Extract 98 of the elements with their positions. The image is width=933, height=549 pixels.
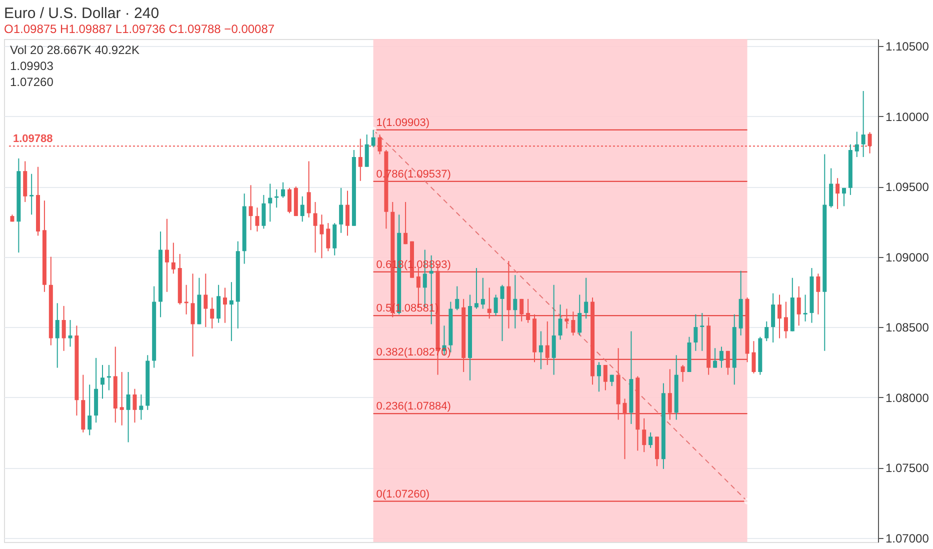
- candlestick: [571, 311, 576, 336]
- candlestick: [642, 418, 646, 453]
- candlestick: [545, 320, 550, 366]
- candlestick: [326, 222, 330, 252]
- ref-line-label: 0.236(1.07884): [376, 400, 451, 413]
- candlestick: [229, 282, 234, 342]
- candlestick: [487, 287, 492, 320]
- candlestick: [622, 398, 627, 460]
- candlestick: [726, 350, 730, 376]
- candlestick: [854, 131, 859, 158]
- candlestick: [836, 178, 840, 210]
- chart-title: Euro / U.S. Dollar · 240: [4, 5, 160, 22]
- candlestick: [139, 394, 144, 420]
- candlestick: [494, 294, 498, 316]
- candlestick: [455, 286, 460, 311]
- candlestick: [713, 348, 718, 368]
- candlestick: [648, 432, 653, 448]
- candlestick: [603, 364, 608, 391]
- candlestick: [164, 218, 169, 292]
- candlestick: [88, 384, 92, 436]
- candlestick: [596, 362, 601, 392]
- candlestick: [404, 201, 408, 245]
- candlestick: [500, 284, 504, 342]
- candlestick: [829, 168, 834, 208]
- candlestick: [132, 388, 137, 424]
- candlestick: [346, 190, 350, 236]
- candlestick: [332, 222, 337, 256]
- candlestick: [752, 340, 756, 374]
- y-tick-label: 1.08500: [886, 320, 930, 335]
- candlestick: [764, 320, 769, 342]
- candlestick: [778, 294, 782, 339]
- candlestick: [816, 273, 820, 315]
- candlestick: [842, 187, 846, 207]
- candlestick: [248, 184, 253, 231]
- candlestick: [506, 260, 511, 329]
- candlestick: [300, 196, 304, 222]
- candlestick: [364, 134, 369, 168]
- ref-line-label: 1.09788: [13, 133, 53, 146]
- candlestick: [281, 182, 286, 198]
- ref-line-label: 0(1.07260): [376, 488, 430, 500]
- y-tick-label: 1.08000: [886, 390, 930, 405]
- candlestick: [655, 436, 659, 467]
- candlestick: [55, 302, 60, 368]
- candlestick: [268, 183, 272, 222]
- annotation: 1.09903: [10, 59, 54, 73]
- candlestick: [526, 298, 530, 324]
- candlestick: [204, 273, 208, 328]
- candlestick: [223, 287, 227, 324]
- candlestick: [171, 242, 176, 274]
- candlestick: [62, 305, 66, 352]
- chart-subtitle: O1.09875 H1.09887 L1.09736 C1.09788 −0.00087: [4, 22, 275, 36]
- candlestick: [106, 364, 111, 391]
- candlestick: [339, 187, 344, 234]
- candlestick: [564, 308, 569, 329]
- candlestick: [474, 268, 478, 310]
- candlestick: [320, 214, 324, 259]
- y-tick-label: 1.10500: [886, 40, 930, 54]
- y-tick-label: 1.07500: [886, 461, 930, 476]
- candlestick: [120, 371, 124, 426]
- candlestick: [255, 207, 260, 232]
- candlestick: [313, 201, 318, 254]
- candlestick: [210, 297, 214, 329]
- ref-line-label: 1(1.09903): [376, 116, 430, 129]
- candlestick: [668, 368, 672, 420]
- annotation: 1.07260: [10, 75, 54, 89]
- candlestick: [100, 364, 104, 400]
- candlestick: [700, 312, 704, 352]
- candlestick: [68, 320, 72, 348]
- candlestick: [694, 314, 698, 352]
- candlestick: [796, 286, 801, 326]
- candlestick: [274, 188, 279, 208]
- candlestick: [538, 330, 543, 370]
- candlestick: [126, 371, 130, 443]
- annotation: Vol 20 28.667K 40.922K: [10, 43, 140, 57]
- candlestick: [480, 277, 485, 310]
- candlestick: [262, 194, 266, 230]
- y-tick-label: 1.07000: [886, 531, 930, 546]
- candlestick: [552, 284, 556, 376]
- candlestick: [803, 294, 808, 322]
- candlestick: [719, 346, 724, 368]
- y-tick-label: 1.09500: [886, 180, 930, 194]
- candlestick: [30, 173, 34, 216]
- candlestick: [578, 294, 582, 336]
- candlestick: [558, 304, 562, 340]
- candlestick: [861, 90, 866, 158]
- candlestick: [306, 160, 311, 218]
- candlestick: [190, 273, 195, 358]
- candlestick: [584, 277, 588, 320]
- candlestick: [771, 292, 776, 343]
- candlestick: [216, 284, 221, 324]
- y-tick-label: 1.09000: [886, 250, 930, 264]
- candlestick: [520, 298, 524, 322]
- y-tick-label: 1.10000: [886, 110, 930, 124]
- candlestick: [287, 187, 292, 214]
- candlestick: [680, 364, 685, 382]
- candlestick: [784, 301, 788, 339]
- candlestick: [184, 284, 188, 315]
- candlestick: [513, 274, 518, 329]
